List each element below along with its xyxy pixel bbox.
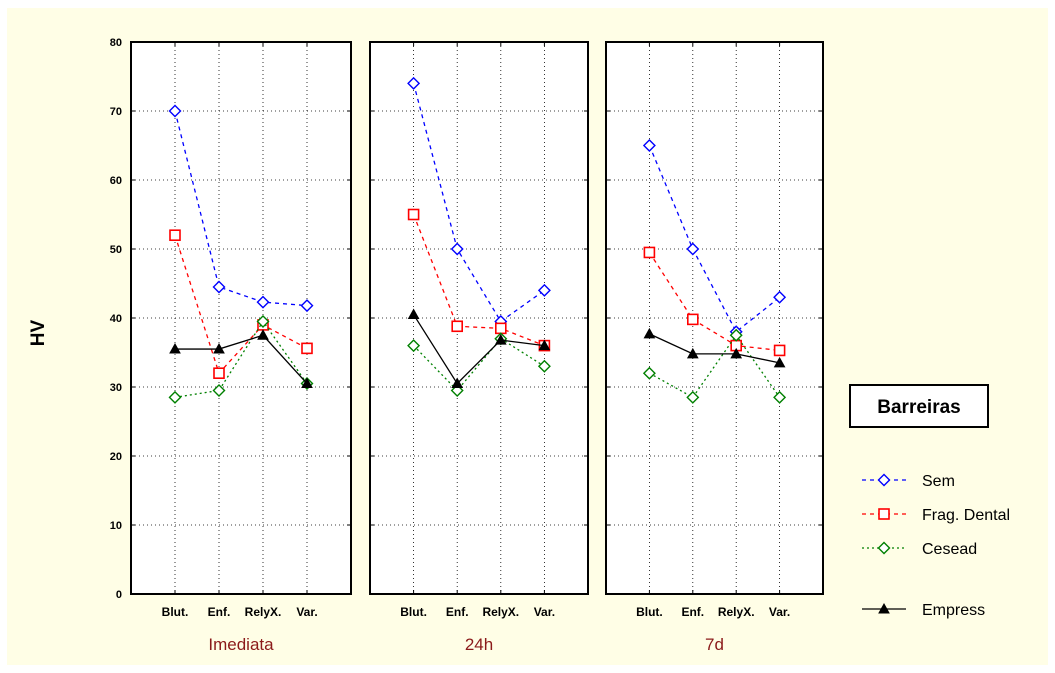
x-tick-label: Var. <box>296 605 317 619</box>
legend-marker <box>878 602 890 614</box>
x-tick-label: Enf. <box>681 605 704 619</box>
legend-label: Sem <box>922 473 955 490</box>
data-point <box>538 339 551 351</box>
x-tick-label: Blut. <box>400 605 427 619</box>
data-point <box>169 343 181 354</box>
y-tick-label: 60 <box>110 175 122 187</box>
data-point <box>537 283 551 297</box>
y-axis-label: HV <box>28 319 49 346</box>
data-point <box>407 76 421 90</box>
legend-label: Frag. Dental <box>922 507 1010 524</box>
y-tick-label: 70 <box>110 106 122 118</box>
data-point <box>451 377 464 389</box>
series-line <box>648 252 780 352</box>
legend-title-box <box>849 384 989 428</box>
y-tick-label: 0 <box>116 589 122 601</box>
data-point <box>686 242 700 256</box>
data-point <box>643 246 656 259</box>
data-point <box>257 329 269 340</box>
x-tick-label: Enf. <box>446 605 469 619</box>
data-point <box>642 139 656 152</box>
data-point <box>451 320 464 333</box>
x-tick-label: Blut. <box>636 605 663 619</box>
data-point <box>730 347 743 359</box>
panel-label: Imediata <box>208 635 274 654</box>
data-point <box>168 390 182 404</box>
data-point <box>301 342 313 355</box>
panels: 0 10 20 30 40 50 60 70 80 Blut. Enf. RelyX. Var. Imed… <box>110 37 824 654</box>
series-line <box>412 83 545 323</box>
data-point <box>773 344 786 357</box>
x-tick-label: RelyX. <box>245 605 282 619</box>
legend-title: Barreiras <box>877 397 960 418</box>
legend-item: Empress <box>862 602 985 619</box>
y-tick-label: 50 <box>110 244 122 256</box>
x-tick-label: Enf. <box>208 605 231 619</box>
data-point <box>407 339 421 353</box>
series-line <box>174 235 308 375</box>
series-line <box>413 314 545 385</box>
data-point <box>407 208 420 221</box>
series-line <box>174 110 308 307</box>
data-point <box>450 242 464 256</box>
x-tick-label: Var. <box>534 605 555 619</box>
series-line <box>412 214 545 347</box>
data-point <box>168 104 182 118</box>
data-point <box>643 327 656 339</box>
data-point <box>300 299 314 313</box>
x-tick-label: RelyX. <box>718 605 755 619</box>
data-point <box>213 343 225 354</box>
x-tick-label: Blut. <box>162 605 189 619</box>
legend-item: Frag. Dental <box>862 507 1010 524</box>
y-tick-label: 40 <box>110 313 122 325</box>
data-point <box>407 308 420 320</box>
data-point <box>773 356 786 368</box>
data-point <box>301 377 313 389</box>
series-line <box>648 145 781 333</box>
x-tick-label: Var. <box>769 605 790 619</box>
data-point <box>686 347 699 359</box>
series-line <box>174 320 308 398</box>
series-line <box>649 333 780 364</box>
series-line <box>175 334 308 384</box>
legend-label: Empress <box>922 602 985 619</box>
y-tick-label: 80 <box>110 37 122 49</box>
data-point <box>213 367 225 380</box>
series-line <box>413 337 545 392</box>
panel-1: Blut. Enf. RelyX. Var. 24h <box>369 41 589 654</box>
panel-0: 0 10 20 30 40 50 60 70 80 Blut. Enf. RelyX. Var. Imed… <box>110 37 352 654</box>
data-point <box>256 314 270 328</box>
data-point <box>169 229 181 241</box>
data-point <box>642 366 656 380</box>
legend-item: Sem <box>862 473 955 490</box>
y-tick-label: 10 <box>110 520 122 532</box>
data-point <box>212 383 226 397</box>
legend-marker <box>878 508 890 520</box>
legend: Barreiras Sem Frag. Dental Cesead Empress <box>849 384 1010 619</box>
data-point <box>729 328 743 342</box>
panel-label: 7d <box>705 635 724 654</box>
y-tick-label: 20 <box>110 451 122 463</box>
data-point <box>537 359 551 373</box>
data-point <box>256 295 270 309</box>
data-point <box>773 390 787 404</box>
x-tick-label: RelyX. <box>482 605 519 619</box>
data-point <box>773 290 787 304</box>
legend-marker <box>877 473 891 487</box>
legend-item: Cesead <box>862 541 977 558</box>
data-point <box>212 280 226 294</box>
data-point <box>686 313 699 326</box>
legend-label: Cesead <box>922 541 977 558</box>
panel-2: Blut. Enf. RelyX. Var. 7d <box>605 41 824 654</box>
data-point <box>494 322 507 335</box>
panel-label: 24h <box>465 635 493 654</box>
y-tick-label: 30 <box>110 382 122 394</box>
data-point <box>494 334 507 345</box>
data-point <box>686 390 700 404</box>
legend-marker <box>877 541 891 555</box>
